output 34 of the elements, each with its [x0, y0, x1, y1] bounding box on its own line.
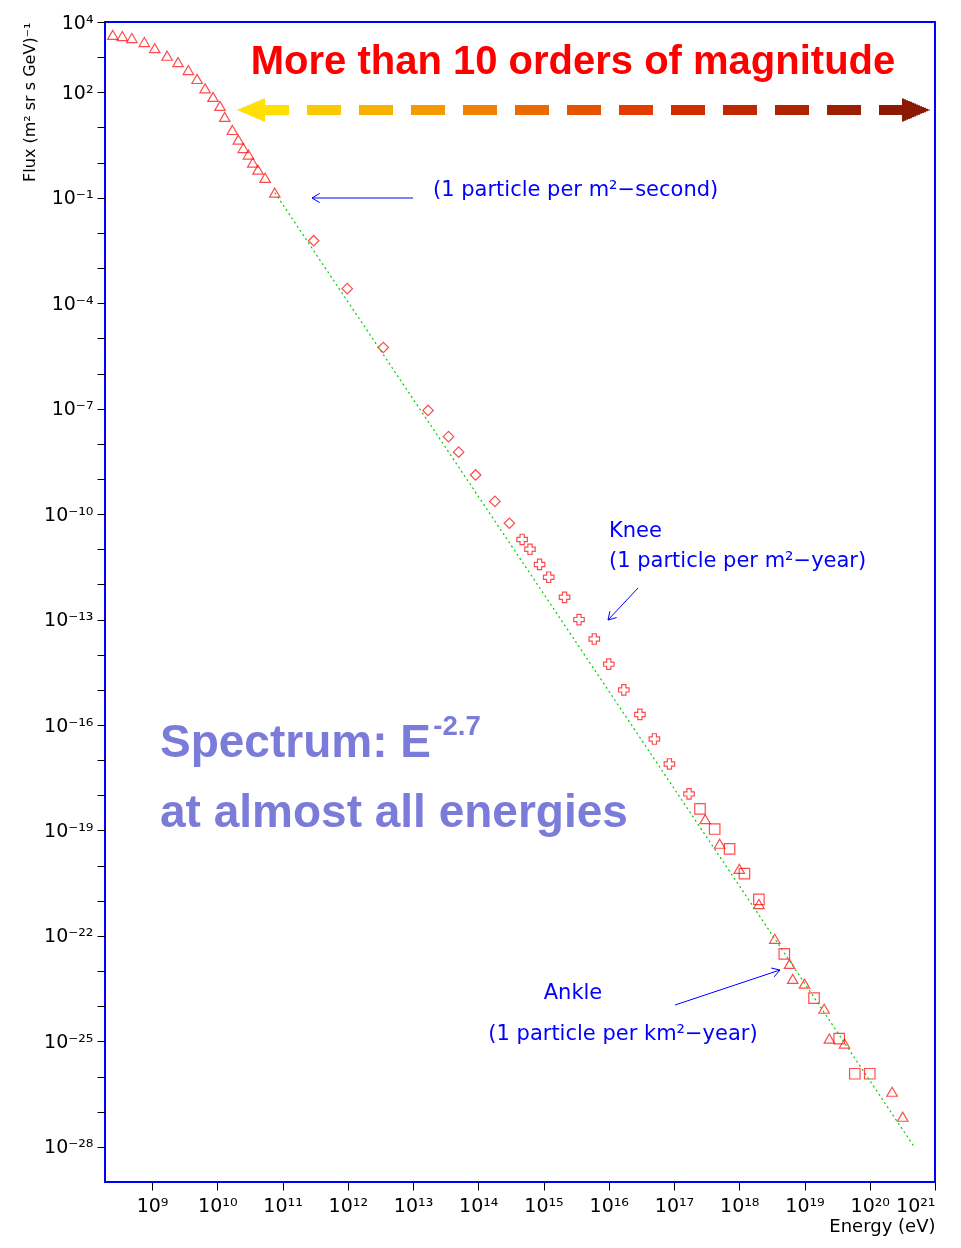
annotation: (1 particle per m²−year)	[609, 548, 867, 572]
x-tick-label: 10¹⁵	[524, 1193, 564, 1216]
y-tick-label: 10⁻²⁸	[44, 1135, 94, 1158]
x-tick-label: 10²¹	[896, 1193, 936, 1216]
x-tick-label: 10²⁰	[850, 1193, 890, 1216]
annotation: (1 particle per m²−second)	[433, 177, 719, 201]
y-tick-label: 10⁻⁷	[51, 397, 94, 420]
x-tick-label: 10¹³	[393, 1193, 434, 1216]
x-tick-label: 10¹²	[328, 1193, 368, 1216]
x-axis-title: Energy (eV)	[829, 1214, 936, 1236]
annotation: (1 particle per km²−year)	[488, 1021, 758, 1045]
y-tick-label: 10²	[61, 80, 94, 103]
x-tick-label: 10¹⁴	[459, 1193, 499, 1216]
y-tick-label: 10⁴	[61, 10, 94, 33]
x-tick-label: 10¹⁶	[589, 1193, 629, 1216]
y-tick-label: 10⁻²⁵	[44, 1029, 94, 1052]
y-tick-label: 10⁻⁴	[51, 291, 94, 314]
y-tick-label: 10⁻¹⁹	[44, 818, 94, 841]
annotation: Ankle	[543, 980, 603, 1004]
x-tick-label: 10¹⁷	[654, 1193, 695, 1216]
x-tick-label: 10¹⁹	[785, 1193, 825, 1216]
y-tick-label: 10⁻¹³	[44, 608, 94, 631]
annotation: Knee	[609, 518, 662, 542]
y-axis-title: Flux (m² sr s GeV)⁻¹	[20, 22, 40, 182]
y-tick-label: 10⁻²²	[44, 924, 94, 947]
annotation: More than 10 orders of magnitude	[250, 38, 896, 82]
x-tick-label: 10¹⁰	[198, 1193, 238, 1216]
x-tick-label: 10¹⁸	[720, 1193, 760, 1216]
annotation: at almost all energies	[160, 785, 628, 837]
y-tick-label: 10⁻¹	[51, 186, 94, 209]
x-tick-label: 10⁹	[136, 1193, 169, 1216]
x-tick-label: 10¹¹	[263, 1193, 303, 1216]
y-tick-label: 10⁻¹⁶	[44, 713, 94, 736]
y-tick-label: 10⁻¹⁰	[44, 502, 94, 525]
